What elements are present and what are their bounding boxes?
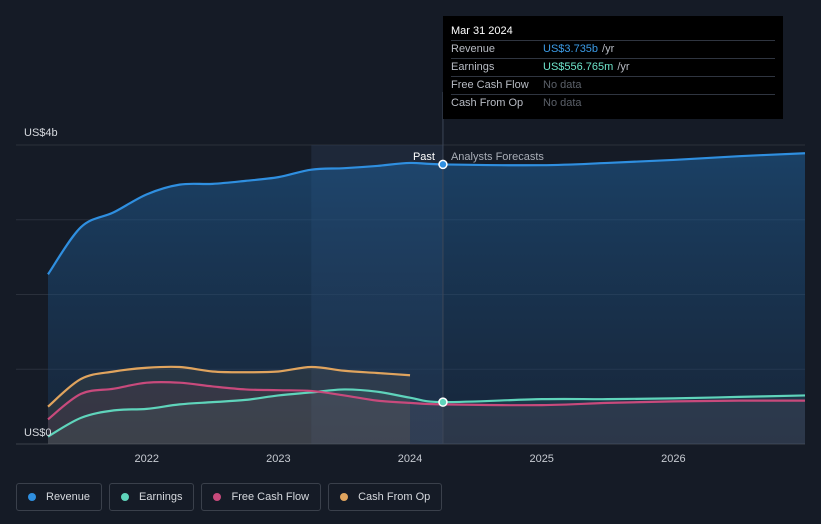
tooltip-value: US$556.765m: [543, 61, 614, 73]
tooltip-date: Mar 31 2024: [451, 25, 513, 37]
legend-label: Free Cash Flow: [231, 491, 310, 503]
data-point-marker: [438, 397, 448, 407]
legend-dot-icon: [28, 493, 36, 501]
forecast-label: Analysts Forecasts: [451, 151, 544, 163]
tooltip-value: No data: [543, 97, 582, 109]
series-line: [47, 152, 806, 275]
series-area: [48, 382, 805, 444]
series-line: [47, 388, 806, 438]
legend: Revenue Earnings Free Cash Flow Cash Fro…: [16, 483, 443, 511]
tooltip-label: Earnings: [451, 61, 495, 73]
tooltip-row-cash-from-op: Cash From Op No data: [451, 94, 775, 112]
tooltip-unit: /yr: [617, 61, 630, 73]
y-axis-top-label: US$4b: [24, 127, 58, 139]
tooltip-unit: /yr: [602, 43, 615, 55]
legend-earnings-button[interactable]: Earnings: [109, 483, 195, 511]
x-tick-label: 2022: [134, 453, 158, 465]
legend-revenue-button[interactable]: Revenue: [16, 483, 103, 511]
legend-dot-icon: [121, 493, 130, 501]
tooltip-row-revenue: Revenue US$3.735b /yr: [451, 40, 775, 58]
x-tick-label: 2023: [266, 453, 290, 465]
tooltip-markers: [438, 159, 448, 407]
series-line: [47, 365, 411, 408]
chart-canvas: 2022 2023 2024 2025 2026 Past Analysts Forec…: [16, 92, 806, 465]
x-tick-label: 2024: [398, 453, 422, 465]
legend-dot-icon: [213, 493, 222, 501]
series-line: [47, 380, 806, 421]
legend-free-cash-flow-button[interactable]: Free Cash Flow: [201, 483, 322, 511]
axis-labels: 2022 2023 2024 2025 2026: [134, 453, 685, 465]
tooltip-row-earnings: Earnings US$556.765m /yr: [451, 58, 775, 76]
tooltip-panel: Mar 31 2024 Revenue US$3.735b /yr Earnin…: [443, 16, 783, 119]
x-tick-label: 2025: [529, 453, 553, 465]
series-lines: [47, 152, 806, 438]
x-tick-label: 2026: [661, 453, 685, 465]
tooltip-label: Cash From Op: [451, 97, 524, 109]
data-point-marker: [438, 159, 448, 170]
legend-label: Earnings: [139, 491, 183, 503]
y-axis-bottom-label: US$0: [24, 427, 52, 439]
tooltip-label: Revenue: [451, 43, 496, 55]
tooltip-value: No data: [543, 79, 582, 91]
tooltip-label: Free Cash Flow: [451, 79, 529, 91]
legend-dot-icon: [340, 493, 349, 501]
legend-cash-from-op-button[interactable]: Cash From Op: [328, 483, 443, 511]
legend-label: Cash From Op: [358, 491, 431, 503]
past-label: Past: [413, 151, 435, 163]
series-area: [48, 366, 411, 444]
tooltip-row-free-cash-flow: Free Cash Flow No data: [451, 76, 775, 94]
legend-label: Revenue: [46, 491, 91, 503]
tooltip-value: US$3.735b: [543, 43, 599, 55]
